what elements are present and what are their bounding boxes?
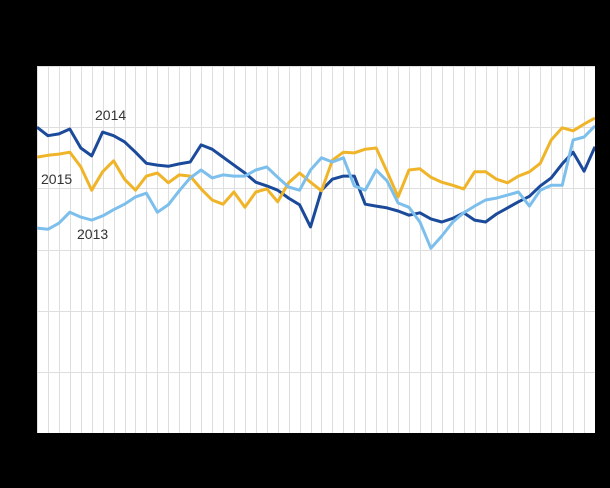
series-label-2014: 2014	[95, 107, 127, 123]
plot-area: 2014 2015 2013	[37, 66, 595, 433]
series-line-2015	[37, 116, 595, 209]
series-label-2013: 2013	[77, 226, 109, 242]
series-line-2013	[37, 124, 595, 250]
line-chart	[37, 66, 595, 433]
series-label-2015: 2015	[41, 171, 73, 187]
series-line-2014	[37, 126, 595, 229]
